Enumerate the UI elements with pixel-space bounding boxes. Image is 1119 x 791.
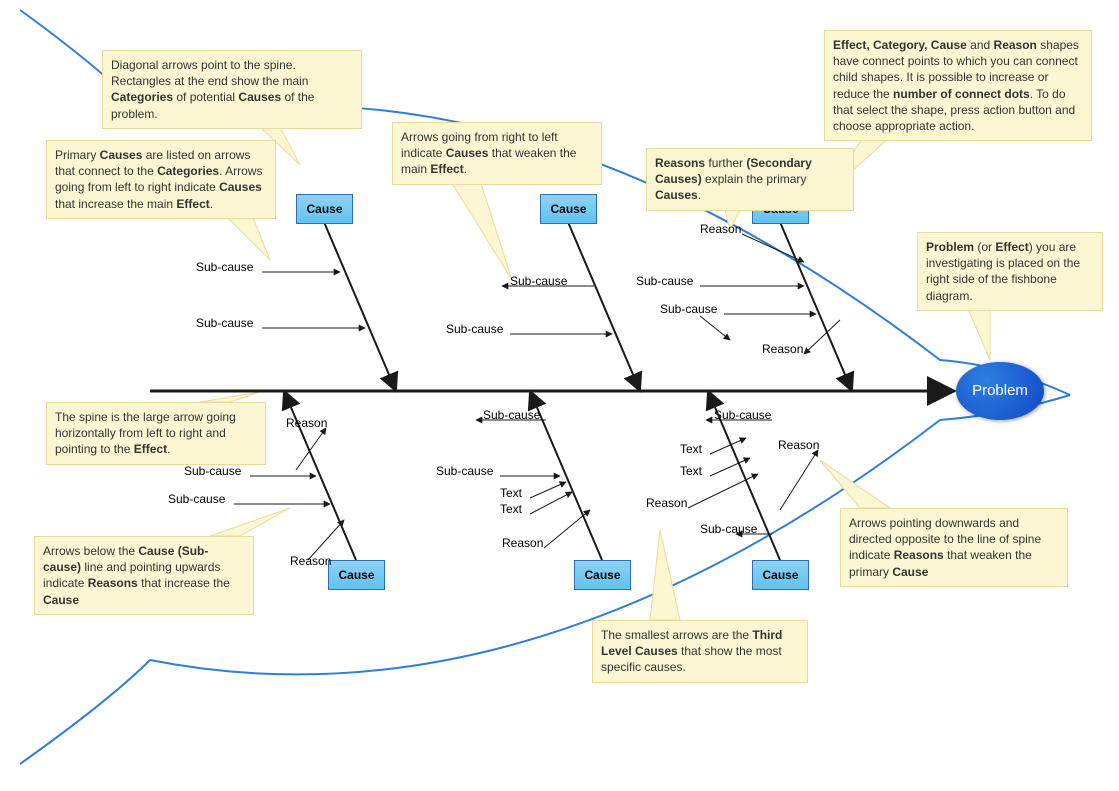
diagram-label: Reason (700, 222, 741, 236)
diagram-label: Reason (290, 554, 331, 568)
cause-box: Cause (574, 560, 631, 590)
diagram-label: Reason (286, 416, 327, 430)
cause-box: Cause (540, 194, 597, 224)
diagram-label: Text (500, 486, 522, 500)
diagram-label: Text (680, 464, 702, 478)
callout-c9: The smallest arrows are the Third Level … (592, 620, 808, 683)
diagram-label: Reason (646, 496, 687, 510)
callout-c5: Effect, Category, Cause and Reason shape… (824, 30, 1092, 141)
problem-node: Problem (956, 362, 1044, 420)
diagram-label: Sub-cause (660, 302, 717, 316)
diagram-label: Sub-cause (196, 260, 253, 274)
cause-box: Cause (752, 560, 809, 590)
callout-c7: The spine is the large arrow going horiz… (46, 402, 266, 465)
callout-c4: Reasons further (Secondary Causes) expla… (646, 148, 854, 211)
diagram-label: Reason (502, 536, 543, 550)
callout-c2: Primary Causes are listed on arrows that… (46, 140, 276, 219)
cause-box: Cause (328, 560, 385, 590)
diagram-label: Reason (762, 342, 803, 356)
diagram-label: Reason (778, 438, 819, 452)
diagram-label: Sub-cause (184, 464, 241, 478)
diagram-label: Sub-cause (436, 464, 493, 478)
callout-c8: Arrows below the Cause (Sub-cause) line … (34, 536, 254, 615)
diagram-label: Sub-cause (636, 274, 693, 288)
callout-c1: Diagonal arrows point to the spine. Rect… (102, 50, 362, 129)
diagram-label: Sub-cause (168, 492, 225, 506)
diagram-label: Text (680, 442, 702, 456)
diagram-label: Sub-cause (446, 322, 503, 336)
diagram-label: Sub-cause (196, 316, 253, 330)
callout-c3: Arrows going from right to left indicate… (392, 122, 602, 185)
cause-box: Cause (296, 194, 353, 224)
diagram-label: Sub-cause (700, 522, 757, 536)
diagram-label: Sub-cause (510, 274, 567, 288)
diagram-label: Sub-cause (483, 408, 540, 422)
callout-c10: Arrows pointing downwards and directed o… (840, 508, 1068, 587)
diagram-label: Sub-cause (714, 408, 771, 422)
callout-c6: Problem (or Effect) you are investigatin… (917, 232, 1103, 311)
diagram-label: Text (500, 502, 522, 516)
